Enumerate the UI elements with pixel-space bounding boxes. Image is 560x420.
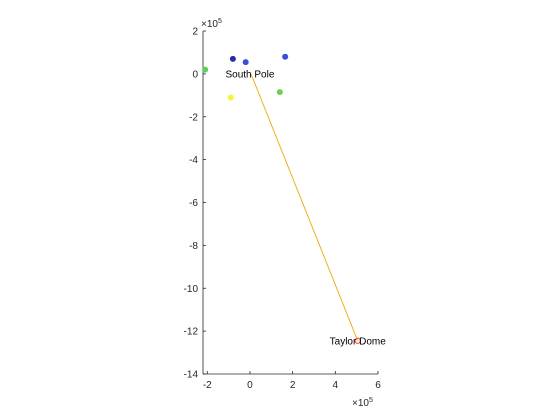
data-point (202, 66, 209, 73)
data-points (202, 53, 289, 101)
y-tick-label: -4 (189, 155, 198, 166)
y-tick-label: -8 (189, 241, 198, 252)
y-tick-label: -10 (184, 284, 199, 295)
x-tick-label: 4 (333, 380, 339, 391)
tick-marks (203, 30, 379, 375)
data-point (242, 59, 249, 66)
y-tick-label: -6 (189, 198, 198, 209)
connection-line (250, 73, 359, 341)
x-tick-label: 0 (247, 380, 253, 391)
y-tick-label: 2 (192, 27, 198, 38)
x-tick-label: 6 (375, 380, 381, 391)
x-tick-label: -2 (203, 380, 212, 391)
y-tick-label: 0 (192, 69, 198, 80)
annotation-label: South Pole (225, 69, 274, 80)
data-point (227, 94, 234, 101)
annotation-label: Taylor Dome (330, 336, 387, 347)
y-tick-label: -14 (184, 370, 199, 381)
connection-line-group (250, 73, 359, 341)
x-tick-label: 2 (290, 380, 296, 391)
data-point (229, 55, 236, 62)
tick-labels: -2 0 2 4 6 2 0 -2 -4 -6 -8 -10 -12 -14 (184, 27, 382, 392)
data-point (282, 53, 289, 60)
x-axis-exponent: ×105 (352, 397, 373, 409)
y-tick-label: -2 (189, 112, 198, 123)
axes (202, 31, 378, 375)
data-point (276, 89, 283, 96)
y-axis-exponent: ×105 (201, 18, 222, 30)
annotations: South Pole Taylor Dome (225, 69, 386, 347)
annotation-marker (354, 337, 361, 344)
y-tick-label: -12 (184, 327, 199, 338)
